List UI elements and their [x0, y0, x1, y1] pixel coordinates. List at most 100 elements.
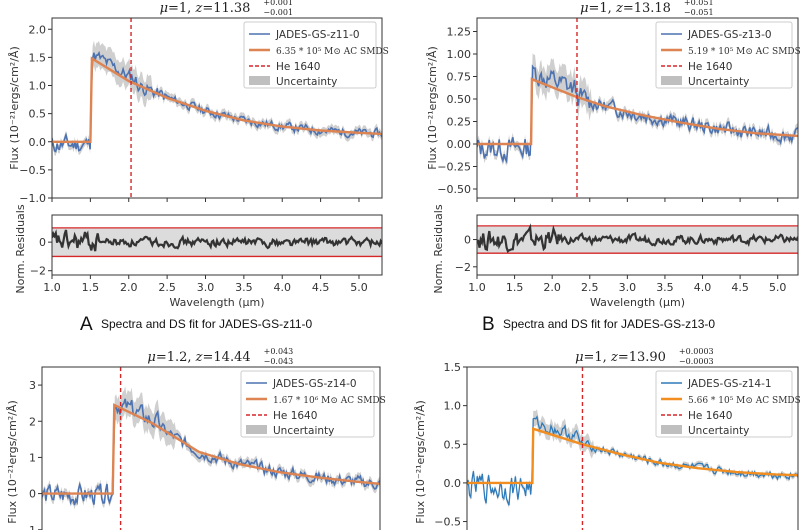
y-tick-label: −0.5: [434, 516, 461, 529]
title-mu-value: =1,: [584, 350, 611, 365]
legend-label-spectrum: JADES-GS-z14-0: [272, 378, 357, 390]
spectrum-line: [42, 398, 380, 506]
x-axis-label: Wavelength (μm): [590, 296, 685, 309]
title-mu-value: =1,: [168, 1, 195, 16]
x-tick-label: 2.0: [120, 281, 138, 294]
legend: JADES-GS-z11-0 6.35 * 10⁵ M⊙ AC SMDS He 16…: [243, 21, 389, 89]
x-tick-label: 5.0: [769, 281, 787, 294]
residual-line: [477, 223, 798, 253]
residual-panel: −2 0 1.0 1.5 2.0 2.5 3.0 3.5 4.0 4.5 5.0 Norm. Resi…: [14, 204, 383, 309]
residual-line: [52, 229, 382, 252]
title-z-upper-error: +0.001: [263, 0, 293, 7]
panel-b: μ=1, z=13.18 +0.051−0.051 −0.50 −0.25 0.00 0.…: [426, 0, 800, 335]
legend-label-uncertainty: Uncertainty: [688, 76, 749, 88]
x-tick-label: 2.0: [543, 281, 561, 294]
y-tick-label: 0.00: [447, 138, 472, 151]
panel-caption: Spectra and DS fit for JADES-GS-z13-0: [503, 317, 715, 331]
chart-title: μ=1, z=13.90: [575, 350, 666, 365]
x-tick-label: 1.0: [43, 281, 61, 294]
legend-swatch-uncertainty: [661, 425, 682, 434]
title-z-lower-error: −0.043: [264, 357, 294, 366]
uncertainty-band: [42, 386, 380, 510]
legend-label-he-line: He 1640: [273, 410, 317, 422]
residual-panel: −2 0 1.0 1.5 2.0 2.5 3.0 3.5 4.0 4.5 5.0 Norm. Resi…: [432, 204, 799, 309]
residual-y-axis-label: Norm. Residuals: [14, 204, 27, 293]
title-z-value: =14.44: [203, 350, 251, 365]
title-mu-symbol: μ: [580, 1, 588, 16]
title-mu-value: =1,: [589, 1, 616, 16]
legend-box: [243, 21, 377, 89]
y-tick-label: 0.25: [447, 116, 472, 129]
title-z-lower-error: −0.051: [684, 8, 714, 17]
y-axis-label: Flux (10⁻²¹ergs/cm²/Å): [8, 46, 21, 170]
title-z-upper-error: +0.043: [264, 347, 294, 356]
legend-label-model: 5.19 * 10⁵ M⊙ AC SMDS: [688, 47, 800, 57]
panel-caption: Spectra and DS fit for JADES-GS-z11-0: [101, 317, 313, 331]
legend-swatch-uncertainty: [246, 425, 267, 434]
plot-frame: [41, 366, 381, 530]
x-tick-label: 3.5: [656, 281, 674, 294]
legend-label-spectrum: JADES-GS-z14-1: [687, 378, 772, 390]
y-tick-label: −1.0: [19, 192, 46, 205]
residual-y-tick-label: 0: [39, 236, 46, 249]
title-z-lower-error: −0.001: [263, 8, 293, 17]
y-tick-label: 2: [29, 415, 36, 428]
legend: JADES-GS-z14-0 1.67 * 10⁶ M⊙ AC SMDS He 16…: [240, 370, 386, 438]
plot-frame: [476, 17, 799, 199]
y-tick-label: 1.0: [444, 400, 462, 413]
chart-title: μ=1.2, z=14.44: [147, 350, 250, 365]
legend-label-he-line: He 1640: [688, 410, 732, 422]
legend: JADES-GS-z13-0 5.19 * 10⁵ M⊙ AC SMDS He 16…: [655, 21, 800, 89]
y-tick-label: 1: [29, 451, 36, 464]
title-z-symbol: z: [195, 350, 203, 365]
title-z-value: =11.38: [202, 1, 250, 16]
residual-frame: [51, 214, 383, 276]
y-axis-label: Flux (10⁻²¹ergs/cm²/Å): [6, 400, 19, 524]
legend-label-model: 5.66 * 10⁵ M⊙ AC SMDS: [688, 396, 800, 406]
title-z-symbol: z: [615, 1, 623, 16]
x-tick-label: 3.5: [235, 281, 253, 294]
legend-label-spectrum: JADES-GS-z13-0: [687, 29, 772, 41]
title-z-symbol: z: [610, 350, 618, 365]
model-fit-line: [52, 56, 382, 143]
x-tick-label: 1.5: [82, 281, 100, 294]
x-tick-label: 4.0: [273, 281, 291, 294]
y-tick-label: 1.25: [447, 26, 472, 39]
y-tick-label: 1.5: [444, 361, 462, 374]
legend-swatch-uncertainty: [249, 76, 270, 85]
title-mu-symbol: μ: [147, 350, 155, 365]
legend-label-he-line: He 1640: [688, 61, 732, 73]
y-tick-label: 1.00: [447, 48, 472, 61]
model-fit-line: [467, 427, 798, 485]
x-tick-label: 2.5: [158, 281, 176, 294]
y-tick-label: 1.5: [29, 51, 47, 64]
model-fit-line: [477, 77, 798, 146]
y-tick-label: 0: [29, 488, 36, 501]
title-z-symbol: z: [194, 1, 202, 16]
y-tick-label: −0.25: [437, 161, 471, 174]
x-tick-label: 4.0: [694, 281, 712, 294]
y-tick-label: 0.75: [447, 71, 472, 84]
title-mu-value: =1.2,: [156, 350, 196, 365]
x-tick-label: 3.0: [619, 281, 637, 294]
y-tick-label: −0.50: [437, 183, 471, 196]
y-axis-label: Flux (10⁻²¹ergs/cm²/Å): [426, 46, 439, 170]
title-mu-symbol: μ: [575, 350, 583, 365]
x-tick-label: 3.0: [197, 281, 215, 294]
residual-y-axis-label: Norm. Residuals: [432, 204, 445, 293]
legend-label-spectrum: JADES-GS-z11-0: [275, 29, 360, 41]
y-tick-label: 0.50: [447, 93, 472, 106]
x-axis-label: Wavelength (μm): [169, 296, 264, 309]
legend-box: [240, 370, 375, 438]
x-tick-label: 1.0: [468, 281, 486, 294]
title-z-upper-error: +0.0003: [679, 347, 714, 356]
x-tick-label: 2.5: [581, 281, 599, 294]
panel-c: μ=1.2, z=14.44 +0.043−0.043 −1 0 1 2 3 Flux (10…: [6, 347, 386, 530]
residual-y-tick-label: 0: [464, 234, 471, 247]
y-tick-label: 0.5: [29, 108, 47, 121]
residual-frame: [476, 214, 799, 276]
legend-label-model: 1.67 * 10⁶ M⊙ AC SMDS: [273, 396, 386, 406]
uncertainty-band: [477, 53, 798, 167]
residual-y-tick-label: −2: [455, 261, 471, 274]
